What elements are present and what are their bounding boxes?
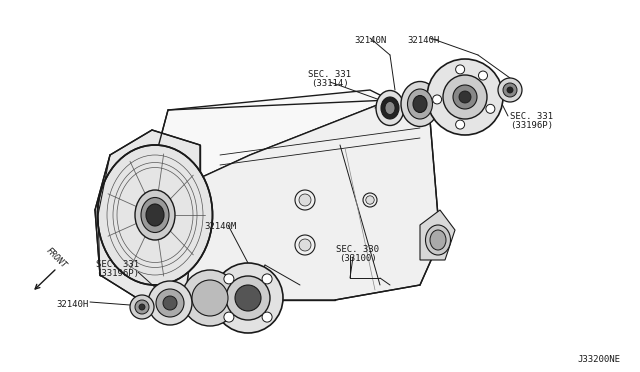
Text: SEC. 330: SEC. 330	[337, 245, 380, 254]
Ellipse shape	[426, 225, 451, 255]
Circle shape	[498, 78, 522, 102]
Circle shape	[224, 312, 234, 322]
Text: (33114): (33114)	[311, 79, 349, 88]
Text: SEC. 331: SEC. 331	[510, 112, 553, 121]
Text: (33196P): (33196P)	[510, 121, 553, 130]
Circle shape	[456, 65, 465, 74]
Ellipse shape	[135, 190, 175, 240]
Ellipse shape	[408, 89, 433, 119]
Ellipse shape	[413, 96, 427, 112]
Circle shape	[262, 274, 272, 284]
Text: SEC. 331: SEC. 331	[97, 260, 140, 269]
Ellipse shape	[430, 230, 446, 250]
Ellipse shape	[381, 97, 399, 119]
Circle shape	[163, 296, 177, 310]
Circle shape	[479, 71, 488, 80]
Text: 32140H: 32140H	[407, 36, 439, 45]
Ellipse shape	[376, 90, 404, 125]
Circle shape	[486, 104, 495, 113]
Circle shape	[433, 95, 442, 104]
Text: (33196P): (33196P)	[97, 269, 140, 278]
Ellipse shape	[146, 204, 164, 226]
Circle shape	[459, 91, 471, 103]
Text: (33100): (33100)	[339, 254, 377, 263]
Circle shape	[456, 120, 465, 129]
Circle shape	[427, 59, 503, 135]
Circle shape	[139, 304, 145, 310]
Text: SEC. 331: SEC. 331	[200, 283, 243, 292]
Circle shape	[182, 270, 238, 326]
Circle shape	[366, 196, 374, 204]
Ellipse shape	[97, 145, 212, 285]
Text: SEC. 331: SEC. 331	[308, 70, 351, 79]
Text: 32140H: 32140H	[56, 300, 88, 309]
Circle shape	[443, 75, 487, 119]
Circle shape	[235, 285, 261, 311]
Circle shape	[507, 87, 513, 93]
Polygon shape	[420, 210, 455, 260]
Circle shape	[148, 281, 192, 325]
Ellipse shape	[141, 198, 169, 232]
Ellipse shape	[401, 81, 439, 126]
Circle shape	[213, 263, 283, 333]
Text: 32140M: 32140M	[204, 222, 236, 231]
Circle shape	[192, 280, 228, 316]
Polygon shape	[185, 100, 440, 300]
Text: J33200NE: J33200NE	[577, 356, 620, 365]
Circle shape	[262, 312, 272, 322]
Circle shape	[503, 83, 517, 97]
Text: (33105E): (33105E)	[200, 292, 243, 301]
Circle shape	[135, 300, 149, 314]
Circle shape	[453, 85, 477, 109]
Circle shape	[299, 194, 311, 206]
Ellipse shape	[385, 102, 395, 115]
Circle shape	[156, 289, 184, 317]
Text: FRONT: FRONT	[44, 246, 68, 270]
Circle shape	[299, 239, 311, 251]
Polygon shape	[95, 130, 200, 300]
Circle shape	[130, 295, 154, 319]
Circle shape	[224, 274, 234, 284]
Circle shape	[226, 276, 270, 320]
Text: 32140N: 32140N	[354, 36, 386, 45]
Polygon shape	[152, 90, 390, 178]
